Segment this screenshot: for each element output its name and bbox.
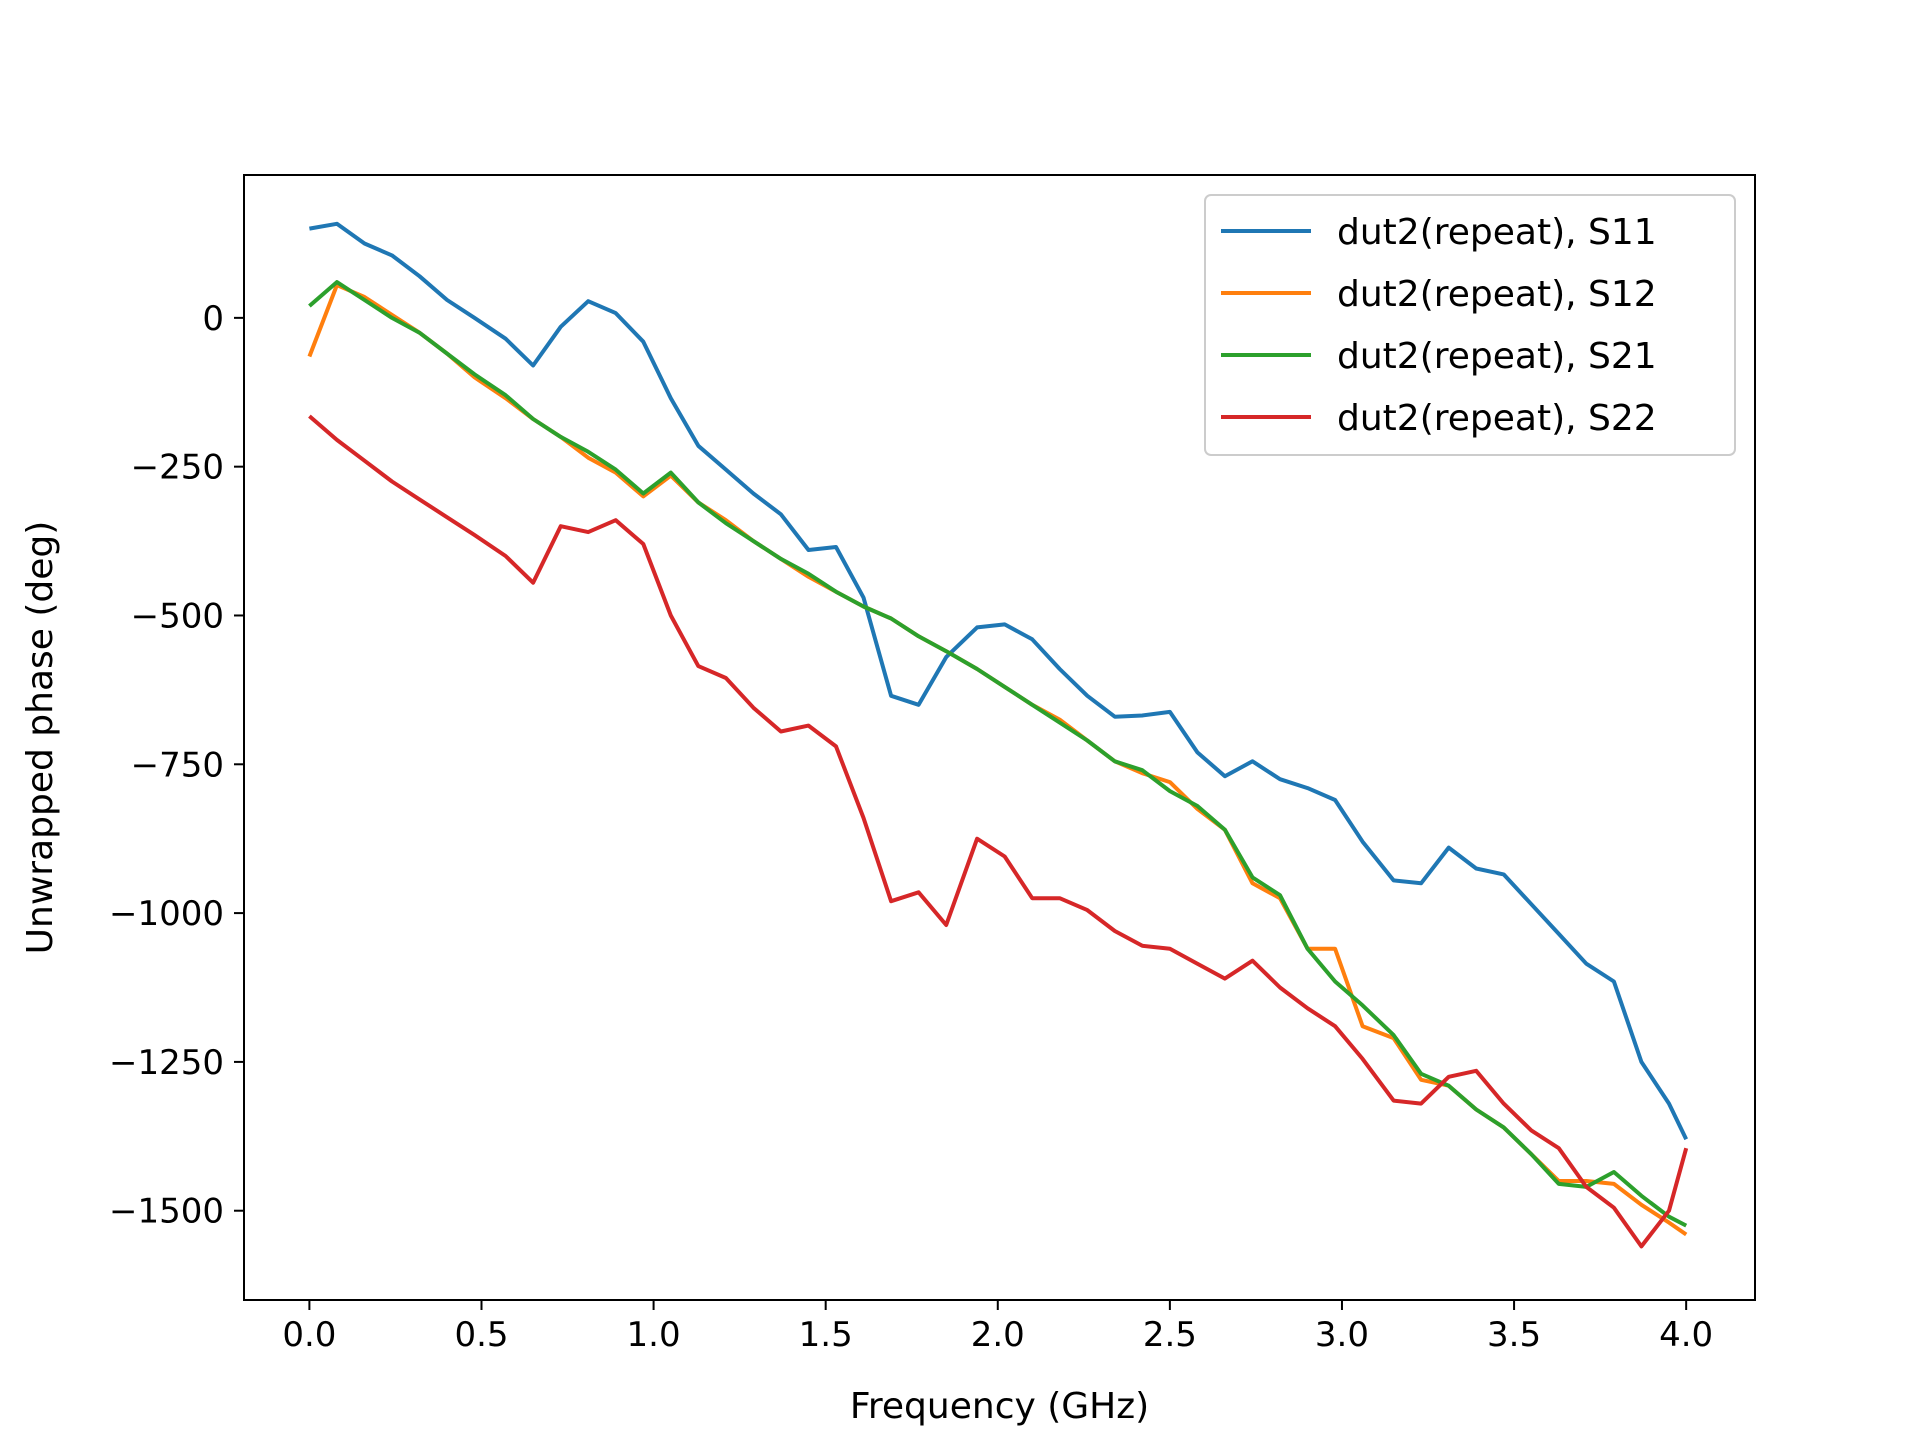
y-axis: 0 −250 −500 −750 −1000 −1250 −1500: [109, 299, 244, 1232]
x-tick-label: 3.0: [1315, 1315, 1369, 1355]
x-axis: 0.0 0.5 1.0 1.5 2.0 2.5 3.0 3.5 4.0: [282, 1300, 1713, 1355]
series-line-1: [309, 221, 1689, 1141]
series-line-3: [308, 280, 1688, 1228]
x-tick-label: 0.5: [454, 1315, 508, 1355]
legend: dut2(repeat), S11 dut2(repeat), S12 dut2(r…: [1204, 194, 1736, 456]
legend-label: dut2(repeat), S22: [1337, 398, 1657, 439]
legend-label: dut2(repeat), S21: [1337, 336, 1657, 377]
plot-frame: [243, 174, 1756, 1301]
x-tick-label: 2.0: [971, 1315, 1025, 1355]
y-tick-label: −500: [131, 596, 224, 636]
y-tick-label: −750: [131, 745, 224, 785]
x-tick-label: 1.0: [627, 1315, 681, 1355]
series-layer: [307, 221, 1689, 1249]
x-tick-label: 0.0: [282, 1315, 336, 1355]
y-tick-label: −1250: [109, 1043, 224, 1083]
legend-label: dut2(repeat), S12: [1337, 274, 1657, 315]
x-tick-label: 1.5: [799, 1315, 853, 1355]
legend-box: [1204, 194, 1736, 456]
series-line-4: [308, 414, 1689, 1249]
x-tick-label: 3.5: [1487, 1315, 1541, 1355]
y-tick-label: 0: [202, 299, 224, 339]
x-tick-label: 2.5: [1143, 1315, 1197, 1355]
y-tick-label: −1000: [109, 894, 224, 934]
legend-label: dut2(repeat), S11: [1337, 212, 1657, 253]
x-tick-label: 4.0: [1659, 1315, 1713, 1355]
x-axis-label: Frequency (GHz): [850, 1386, 1149, 1427]
y-tick-label: −250: [131, 448, 224, 488]
y-axis-label: Unwrapped phase (deg): [20, 521, 61, 955]
y-tick-label: −1500: [109, 1192, 224, 1232]
